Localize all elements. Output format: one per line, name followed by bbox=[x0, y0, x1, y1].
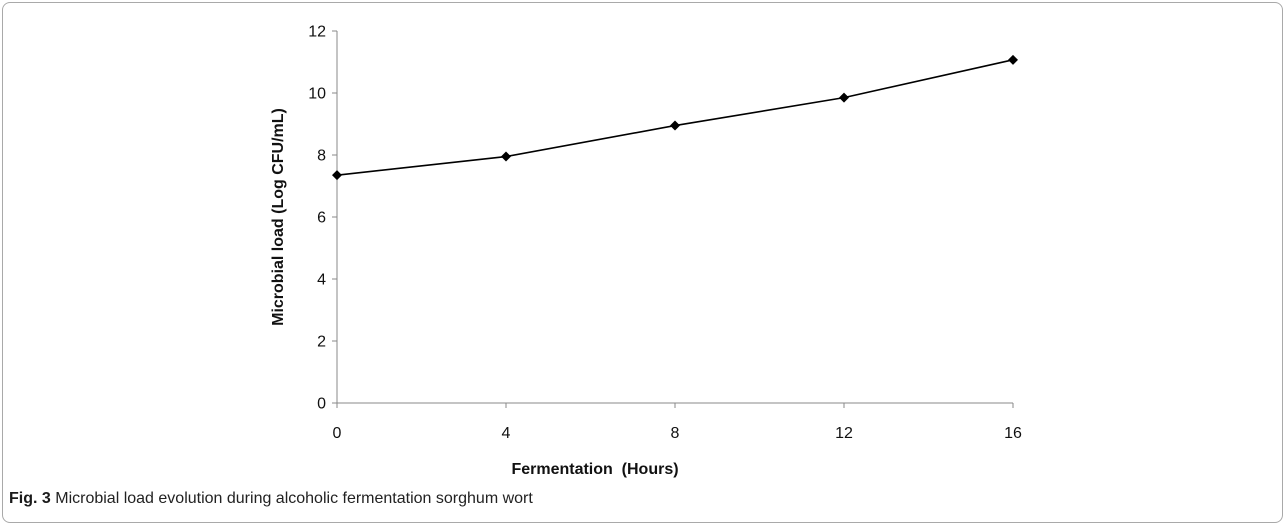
x-ticks: 0 4 8 12 16 bbox=[333, 403, 1022, 442]
caption-label: Fig. 3 bbox=[9, 490, 51, 507]
y-tick-label: 0 bbox=[317, 396, 326, 413]
data-point-marker bbox=[501, 151, 511, 162]
chart-axes bbox=[336, 31, 1013, 404]
y-tick-label: 6 bbox=[317, 210, 326, 227]
y-tick-label: 10 bbox=[308, 86, 326, 103]
x-axis-title: Fermentation (Hours) bbox=[511, 461, 678, 478]
data-point-marker bbox=[1008, 54, 1018, 65]
caption-text: Microbial load evolution during alcoholi… bbox=[55, 490, 533, 507]
x-tick-label: 16 bbox=[1004, 425, 1022, 442]
y-tick-label: 4 bbox=[317, 272, 326, 289]
x-tick-label: 12 bbox=[835, 425, 853, 442]
y-tick-label: 2 bbox=[317, 334, 326, 351]
data-point-marker bbox=[670, 120, 680, 131]
figure-caption: Fig. 3 Microbial load evolution during a… bbox=[9, 490, 533, 508]
x-tick-label: 0 bbox=[333, 425, 342, 442]
series-group bbox=[332, 54, 1018, 181]
y-ticks: 0 2 4 6 8 10 12 bbox=[308, 24, 337, 413]
y-tick-label: 12 bbox=[308, 24, 326, 41]
y-axis-title: Microbial load (Log CFU/mL) bbox=[270, 108, 287, 326]
data-point-marker bbox=[332, 170, 342, 181]
series-line bbox=[336, 59, 1014, 176]
x-tick-label: 8 bbox=[671, 425, 680, 442]
x-tick-label: 4 bbox=[502, 425, 511, 442]
y-tick-label: 8 bbox=[317, 148, 326, 165]
data-point-marker bbox=[839, 92, 849, 103]
